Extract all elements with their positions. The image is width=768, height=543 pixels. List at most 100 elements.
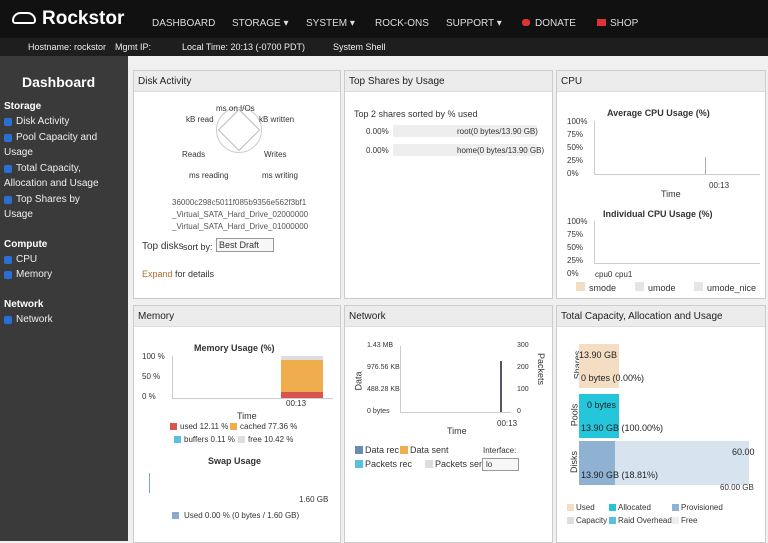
radar-label: ms writing: [262, 171, 299, 180]
sidebar-item[interactable]: Top Shares by: [16, 193, 80, 205]
radar-label: kB written: [259, 115, 295, 124]
sidebar-group: Storage: [4, 101, 42, 112]
y-tick-label: 50%: [567, 143, 584, 152]
nav-item[interactable]: ROCK-ONS: [375, 18, 429, 29]
legend-swatch: [400, 446, 408, 454]
radar: [216, 107, 262, 153]
widget: Network 1.43 MB 976.56 KB 488.28 KB 0 bytes 3…: [344, 305, 553, 543]
y-tick-label: 50%: [567, 243, 584, 252]
nav-item[interactable]: STORAGE ▾: [232, 18, 289, 29]
top-disks: Top disks: [142, 241, 184, 252]
sidebar: [0, 56, 128, 541]
legend-swatch: [355, 460, 363, 468]
legend-label: Free: [681, 516, 698, 525]
sort-select[interactable]: Best Draft: [216, 238, 275, 252]
y-tick-label: 976.56 KB: [367, 364, 400, 371]
y-tick-label: 0 bytes: [367, 408, 390, 415]
legend-swatch: [172, 512, 179, 519]
expand-text: for details: [175, 269, 215, 279]
bar-bg: [579, 344, 619, 388]
nav-item[interactable]: SHOP: [610, 18, 639, 29]
legend-swatch: [567, 504, 574, 511]
y-tick-label: 0%: [567, 269, 579, 278]
nav-item[interactable]: SUPPORT ▾: [446, 18, 502, 29]
y-tick-label: 1.43 MB: [367, 342, 394, 349]
sidebar-item[interactable]: Usage: [4, 147, 33, 158]
y-tick-label: 100 %: [142, 352, 165, 361]
legend-swatch: [170, 423, 177, 430]
checkbox: [4, 118, 12, 126]
sidebar-item[interactable]: Usage: [4, 209, 33, 220]
legend-swatch: [672, 517, 679, 524]
brand: Rockstor: [42, 8, 125, 29]
close-icon: [330, 311, 337, 318]
legend-label: Provisioned: [681, 503, 723, 512]
sort-by: sort by:: [183, 242, 213, 252]
cart-icon: [597, 19, 606, 26]
y-tick-label: 25%: [567, 256, 584, 265]
bar-top-label: 60.00: [732, 447, 755, 457]
bar-top-label: 13.90 GB: [579, 350, 618, 360]
nav-item[interactable]: SYSTEM ▾: [306, 18, 355, 29]
legend-swatch: [230, 423, 237, 430]
legend-label: Raid Overhead: [618, 516, 672, 525]
sidebar-item[interactable]: Disk Activity: [16, 116, 70, 127]
y-tick-label: 0 %: [142, 392, 156, 401]
bar-used: [579, 394, 619, 426]
bar-bottom-label: 13.90 GB (100.00%): [581, 423, 664, 433]
share-bar: [393, 144, 537, 156]
y-tick-label: 50 %: [142, 372, 161, 381]
heart-icon: [522, 19, 530, 26]
widget-title: CPU: [561, 76, 583, 87]
legend-label: umode: [648, 283, 676, 293]
legend-label: Used: [576, 503, 595, 512]
share-percent: 0.00%: [366, 146, 389, 155]
legend-label: used 12.11 %: [180, 422, 229, 431]
sidebar-item[interactable]: Allocation and Usage: [4, 178, 99, 189]
legend-label: Data rec: [365, 445, 400, 455]
checkbox: [4, 195, 12, 204]
bar-bottom-label: 13.90 GB (18.81%): [581, 470, 659, 480]
legend-swatch: [609, 504, 616, 511]
system-shell[interactable]: System Shell: [333, 42, 386, 52]
sidebar-item[interactable]: Network: [16, 313, 53, 325]
disk-name: 36000c298c5011f085b9356e562f3bf1: [172, 198, 307, 207]
bar-cached: [281, 360, 323, 392]
axis-title: Time: [661, 189, 681, 199]
widget: Total Capacity, Allocation and Usage Shar…: [556, 305, 766, 543]
y2-tick-label: 300: [517, 342, 529, 349]
traffic-spike: [500, 361, 502, 412]
y-tick-label: 75%: [567, 230, 584, 239]
widget: Memory Memory Usage (%) 100 % 50 % 0 % 00:13 T…: [133, 305, 341, 543]
legend-label: Packets sent: [435, 459, 487, 469]
legend-swatch: [567, 517, 574, 524]
sidebar-item[interactable]: CPU: [16, 253, 38, 265]
close-icon: [542, 311, 549, 318]
x-tick-label: 00:13: [497, 419, 518, 428]
y2-tick-label: 100: [517, 386, 529, 393]
chart-area: [172, 356, 333, 399]
widget-title: Total Capacity, Allocation and Usage: [561, 311, 723, 322]
sidebar-item[interactable]: Pool Capacity and: [16, 131, 98, 143]
x-tick-label: 00:13: [286, 399, 307, 408]
axis-title: Time: [447, 426, 467, 436]
interface-select[interactable]: lo: [482, 458, 520, 471]
sidebar-item[interactable]: Total Capacity,: [16, 162, 81, 174]
nav-item[interactable]: DONATE: [535, 18, 576, 29]
subtitle: Top 2 shares sorted by % used: [354, 109, 478, 119]
nav-item[interactable]: DASHBOARD: [152, 18, 216, 29]
chart-title: Memory Usage (%): [194, 343, 275, 353]
disk-name: _Virtual_SATA_Hard_Drive_01000000: [172, 222, 309, 231]
y2-tick-label: 0: [517, 408, 521, 415]
radar-label: ms on I/Os: [216, 104, 255, 113]
swap-used: Used 0.00 % (0 bytes / 1.60 GB): [184, 511, 300, 520]
expand-link[interactable]: Expand: [142, 269, 173, 279]
y-tick-label: 100%: [567, 217, 588, 226]
legend-swatch: [672, 504, 679, 511]
y-tick-label: 75%: [567, 130, 584, 139]
close-icon: [755, 76, 762, 83]
legend-swatch: [609, 517, 616, 524]
statusbar: [0, 38, 768, 56]
radar-label: ms reading: [189, 171, 229, 180]
sidebar-item[interactable]: Memory: [16, 269, 53, 280]
